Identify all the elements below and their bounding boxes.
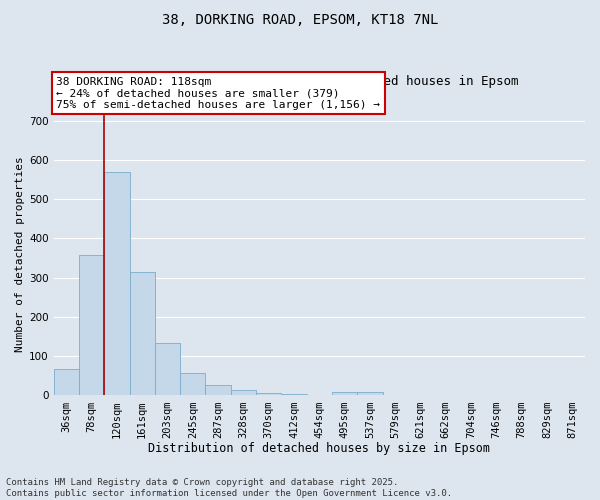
X-axis label: Distribution of detached houses by size in Epsom: Distribution of detached houses by size … <box>148 442 490 455</box>
Bar <box>130 272 155 396</box>
Text: 38 DORKING ROAD: 118sqm
← 24% of detached houses are smaller (379)
75% of semi-d: 38 DORKING ROAD: 118sqm ← 24% of detache… <box>56 77 380 110</box>
Bar <box>53 369 79 396</box>
Bar <box>256 392 281 396</box>
Bar <box>281 394 307 396</box>
Bar <box>205 385 231 396</box>
Text: 38, DORKING ROAD, EPSOM, KT18 7NL: 38, DORKING ROAD, EPSOM, KT18 7NL <box>162 12 438 26</box>
Bar <box>231 390 256 396</box>
Bar <box>79 255 104 396</box>
Bar <box>155 344 180 396</box>
Bar <box>104 172 130 396</box>
Bar <box>357 392 383 396</box>
Bar <box>332 392 357 396</box>
Bar <box>560 394 585 396</box>
Bar <box>180 373 205 396</box>
Title: Size of property relative to detached houses in Epsom: Size of property relative to detached ho… <box>121 75 518 88</box>
Text: Contains HM Land Registry data © Crown copyright and database right 2025.
Contai: Contains HM Land Registry data © Crown c… <box>6 478 452 498</box>
Y-axis label: Number of detached properties: Number of detached properties <box>15 156 25 352</box>
